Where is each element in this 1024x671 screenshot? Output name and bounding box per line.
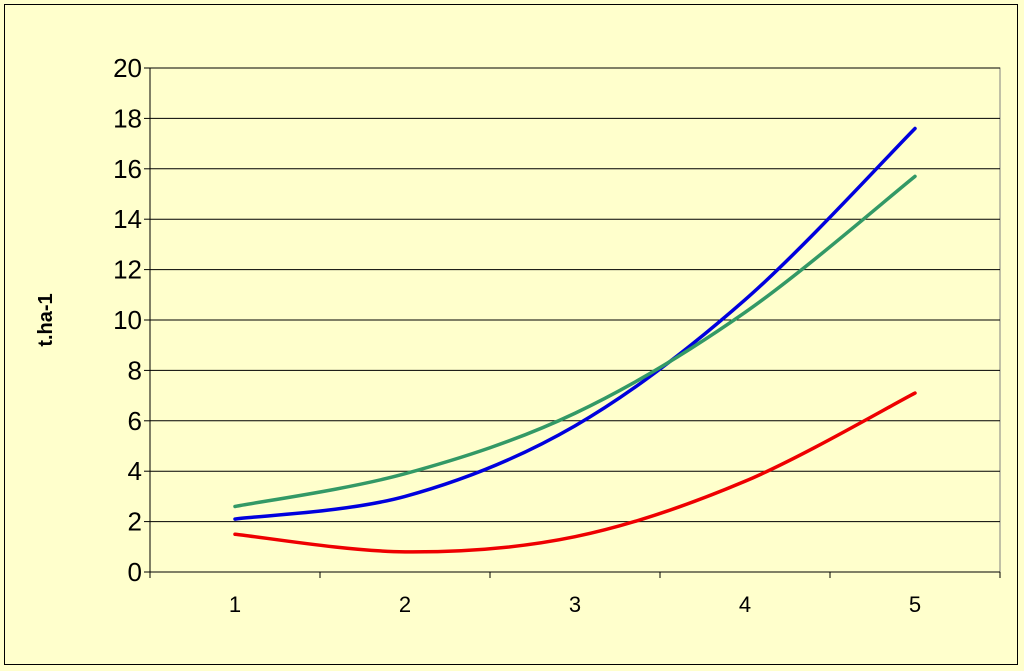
y-tick-label: 6	[128, 406, 142, 436]
x-tick-labels: 1 2 3 4 5	[229, 592, 921, 617]
y-tick-label: 14	[113, 204, 142, 234]
y-tick-labels: 0 2 4 6 8 10 12 14 16 18 20	[113, 53, 142, 587]
series-line-3	[233, 391, 917, 554]
x-tick-label: 4	[739, 592, 751, 617]
y-axis-label: t.ha-1	[35, 293, 57, 346]
x-tick-label: 5	[909, 592, 921, 617]
y-tick-label: 4	[128, 456, 142, 486]
grid-lines	[150, 67, 1000, 523]
y-tick-label: 10	[113, 305, 142, 335]
axes	[144, 67, 1001, 578]
y-tick-label: 20	[113, 53, 142, 83]
x-tick-label: 3	[569, 592, 581, 617]
x-tick-label: 2	[399, 592, 411, 617]
y-tick-label: 16	[113, 154, 142, 184]
x-tick-label: 1	[229, 592, 241, 617]
y-tick-label: 18	[113, 103, 142, 133]
y-tick-label: 0	[128, 557, 142, 587]
y-tick-label: 2	[128, 507, 142, 537]
y-tick-label: 12	[113, 255, 142, 285]
series-line-2	[233, 174, 917, 509]
y-tick-label: 8	[128, 355, 142, 385]
series-line-1	[233, 126, 917, 521]
series-lines	[233, 126, 917, 554]
